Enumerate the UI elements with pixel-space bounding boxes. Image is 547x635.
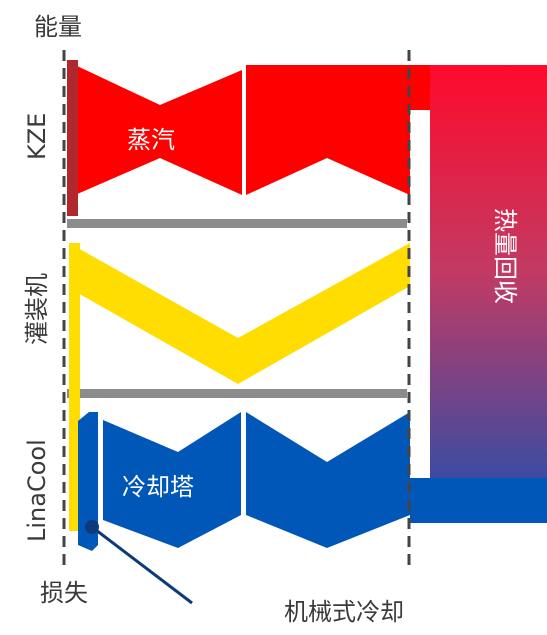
kze-dark-bar [67, 60, 78, 216]
heat-recovery-inner-gap [410, 112, 430, 478]
divider-bottom [67, 389, 407, 398]
divider-top [67, 219, 407, 228]
filler-loss-bar [69, 243, 80, 531]
kze-label: KZE [23, 113, 51, 160]
loss-label: 损失 [40, 579, 88, 607]
heat-recovery-vertical-band [430, 65, 547, 523]
filler-label: 灌装机 [23, 273, 51, 345]
mech-cooling-chevron [246, 412, 410, 548]
mech-cooling-label: 机械式冷却 [284, 598, 404, 626]
linacool-dark-bar [78, 412, 98, 551]
heat-recovery-bottom-band [410, 478, 547, 523]
linacool-label: LinaCool [23, 439, 51, 542]
leader-line [91, 525, 193, 605]
filler-band [69, 243, 410, 384]
steam-chevron-2 [246, 65, 410, 195]
energy-label: 能量 [34, 13, 82, 41]
cooling-tower-label: 冷却塔 [122, 473, 194, 501]
heat-recovery-label: 热量回收 [491, 208, 519, 304]
steam-chevron-1 [75, 65, 242, 195]
steam-label: 蒸汽 [127, 126, 175, 154]
cooling-tower-chevron [103, 412, 241, 548]
